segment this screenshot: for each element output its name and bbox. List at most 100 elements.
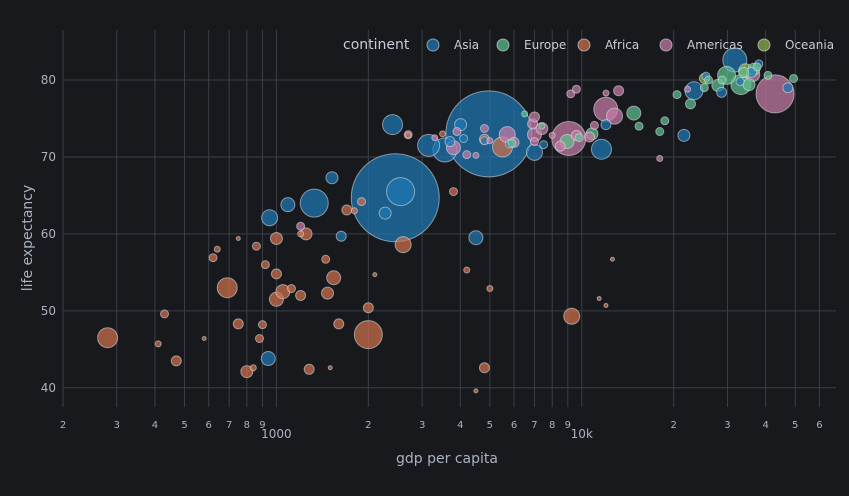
point-asia xyxy=(261,209,279,227)
point-africa xyxy=(269,232,283,246)
point-europe xyxy=(742,78,756,92)
legend-marker xyxy=(426,38,440,52)
point-africa xyxy=(254,334,264,344)
point-africa xyxy=(327,365,333,371)
point-europe xyxy=(660,116,670,126)
point-americas xyxy=(529,137,539,147)
point-americas xyxy=(589,120,599,130)
point-africa xyxy=(249,364,257,372)
point-africa xyxy=(603,302,609,308)
legend-label: Oceania xyxy=(785,38,834,52)
point-africa xyxy=(448,187,458,197)
point-americas xyxy=(606,107,624,125)
point-americas xyxy=(554,140,566,152)
point-africa xyxy=(232,318,244,330)
point-europe xyxy=(655,127,665,137)
point-africa xyxy=(394,236,412,254)
point-africa xyxy=(439,130,447,138)
point-africa xyxy=(321,286,335,300)
point-europe xyxy=(685,98,697,110)
x-tick-label: 3 xyxy=(114,420,120,431)
x-tick-label: 6 xyxy=(511,420,517,431)
point-asia xyxy=(468,230,484,246)
point-africa xyxy=(372,272,378,278)
x-tick-label: 1000 xyxy=(261,427,292,441)
point-asia xyxy=(335,230,347,242)
legend-items: Asia Europe Africa Americas Oceania xyxy=(426,38,834,52)
legend-label: Asia xyxy=(454,38,479,52)
point-africa xyxy=(609,256,615,262)
x-tick-label: 6 xyxy=(206,420,212,431)
x-tick-label: 2 xyxy=(60,420,66,431)
point-europe xyxy=(634,121,644,131)
y-tick-label: 70 xyxy=(41,150,56,164)
legend-title: continent xyxy=(343,37,410,53)
point-asia xyxy=(782,82,794,94)
point-americas xyxy=(656,154,664,162)
point-asia xyxy=(382,114,404,136)
x-tick-label: 9 xyxy=(259,420,265,431)
point-africa xyxy=(473,388,479,394)
point-americas xyxy=(452,127,462,137)
point-americas xyxy=(602,89,610,97)
point-africa xyxy=(321,254,331,264)
point-africa xyxy=(486,285,494,293)
point-africa xyxy=(251,241,261,251)
data-points xyxy=(97,47,799,394)
x-tick-label: 2 xyxy=(365,420,371,431)
point-asia xyxy=(444,136,456,148)
point-americas xyxy=(571,84,581,94)
point-americas xyxy=(528,111,540,123)
point-europe xyxy=(738,66,750,78)
x-tick-label: 3 xyxy=(724,420,730,431)
legend: continent Asia Europe Africa Americas Oceani… xyxy=(343,37,834,53)
point-africa xyxy=(326,270,342,286)
x-tick-label: 5 xyxy=(181,420,187,431)
point-africa xyxy=(160,309,170,319)
point-africa xyxy=(404,131,412,139)
point-africa xyxy=(463,266,471,274)
point-europe xyxy=(704,75,714,85)
x-tick-label: 8 xyxy=(549,420,555,431)
legend-label: Europe xyxy=(524,38,566,52)
x-tick-label: 9 xyxy=(565,420,571,431)
point-africa xyxy=(362,302,374,314)
point-asia xyxy=(260,351,276,367)
point-africa xyxy=(257,320,267,330)
legend-item-europe: Europe xyxy=(496,38,566,52)
point-asia xyxy=(386,177,416,207)
point-africa xyxy=(216,277,238,299)
point-africa xyxy=(295,289,307,301)
point-europe xyxy=(672,90,682,100)
point-europe xyxy=(763,70,773,80)
legend-marker xyxy=(577,38,591,52)
x-tick-label: 10k xyxy=(571,427,593,441)
point-americas xyxy=(684,85,692,93)
legend-marker xyxy=(659,38,673,52)
legend-item-americas: Americas xyxy=(659,38,743,52)
point-africa xyxy=(97,327,119,349)
point-africa xyxy=(350,207,358,215)
point-europe xyxy=(507,138,517,148)
y-tick-label: 40 xyxy=(41,381,56,395)
point-africa xyxy=(213,245,221,253)
point-asia xyxy=(459,133,469,143)
point-africa xyxy=(154,340,162,348)
point-africa xyxy=(333,318,345,330)
point-europe xyxy=(538,122,546,130)
y-axis-ticks: 40 50 60 70 80 xyxy=(41,73,56,395)
point-africa xyxy=(270,268,282,280)
point-americas xyxy=(548,131,556,139)
point-asia xyxy=(600,119,612,131)
point-asia xyxy=(716,86,728,98)
y-tick-label: 60 xyxy=(41,227,56,241)
point-americas xyxy=(486,137,494,145)
x-axis-title: gdp per capita xyxy=(396,451,498,467)
point-africa xyxy=(353,320,383,350)
x-tick-label: 7 xyxy=(531,420,537,431)
x-tick-label: 4 xyxy=(457,420,463,431)
x-tick-label: 4 xyxy=(152,420,158,431)
x-tick-label: 7 xyxy=(226,420,232,431)
